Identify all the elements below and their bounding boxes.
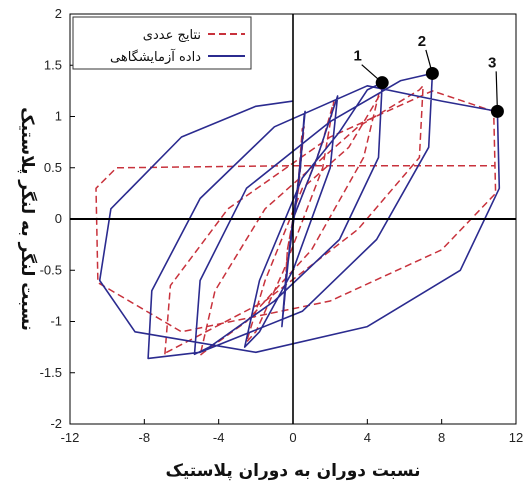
y-tick-label: -2: [50, 416, 62, 431]
annotation-leader: [495, 71, 499, 112]
y-tick-label: 0: [55, 211, 62, 226]
legend-box: [72, 16, 252, 70]
y-axis-title: نسبت لنگر به لنگر پلاستیک: [17, 107, 38, 331]
annotation-point: [490, 104, 504, 118]
annotations: 1 2 3: [354, 33, 504, 118]
x-tick-label: 8: [438, 430, 445, 445]
x-tick-label: -4: [213, 430, 225, 445]
x-axis-title: نسبت دوران به دوران پلاستیک: [165, 461, 420, 481]
annotation-point: [375, 76, 389, 90]
x-tick-label: 4: [364, 430, 371, 445]
series-line-experimental: [98, 72, 501, 360]
y-tick-label: -1.5: [40, 365, 62, 380]
y-tick-label: -1: [50, 314, 62, 329]
annotation-label: 3: [488, 54, 496, 71]
x-tick-label: 12: [509, 430, 523, 445]
zero-lines: [70, 14, 516, 424]
annotation-point: [425, 66, 439, 80]
y-tick-label: 1.5: [44, 57, 62, 72]
y-tick-label: 1: [55, 109, 62, 124]
y-tick-label: 2: [55, 6, 62, 21]
x-tick-label: -8: [139, 430, 151, 445]
y-tick-label: 0.5: [44, 160, 62, 175]
y-tick-label: -0.5: [40, 262, 62, 277]
x-tick-label: -12: [61, 430, 80, 445]
x-tick-label: 0: [289, 430, 296, 445]
legend-label-numerical: نتایج عددی: [143, 28, 201, 43]
legend-label-experimental: داده آزمایشگاهی: [110, 48, 201, 65]
legend: نتایج عددی داده آزمایشگاهی: [72, 16, 252, 70]
annotation-label: 1: [354, 48, 362, 65]
annotation-label: 2: [418, 33, 426, 50]
